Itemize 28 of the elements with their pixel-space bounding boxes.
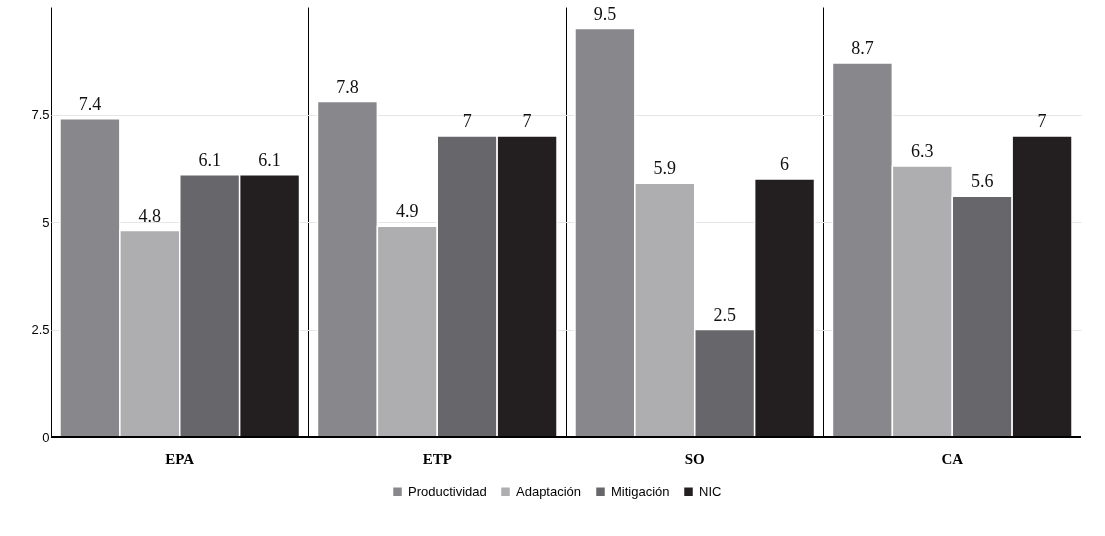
data-label: 7 bbox=[522, 111, 532, 131]
data-label: 9.5 bbox=[593, 3, 617, 24]
data-label: 6.3 bbox=[911, 141, 934, 162]
data-label: 4.9 bbox=[396, 201, 419, 222]
legend-label: Productividad bbox=[408, 483, 487, 499]
y-tick-label: 5 bbox=[42, 214, 50, 230]
data-label: 6 bbox=[780, 154, 790, 174]
data-label: 4.8 bbox=[138, 205, 162, 226]
data-label: 5.6 bbox=[970, 171, 994, 192]
x-tick-label: ETP bbox=[422, 450, 452, 467]
y-tick-label: 2.5 bbox=[31, 322, 50, 337]
x-tick-label: CA bbox=[941, 450, 964, 467]
data-label: 5.9 bbox=[653, 158, 677, 179]
data-label: 8.7 bbox=[851, 37, 874, 58]
data-label: 7.4 bbox=[78, 93, 102, 114]
data-label: 6.1 bbox=[258, 149, 281, 170]
legend-label: Adaptación bbox=[516, 483, 582, 499]
x-tick-label: SO bbox=[684, 450, 705, 467]
data-label: 7 bbox=[462, 111, 472, 131]
legend-label: Mitigación bbox=[611, 483, 670, 499]
y-tick-label: 7.5 bbox=[31, 107, 50, 122]
legend-label: NIC bbox=[699, 483, 722, 499]
y-tick-label: 0 bbox=[42, 429, 50, 445]
data-label: 7.8 bbox=[336, 76, 359, 97]
data-label: 7 bbox=[1037, 111, 1047, 131]
data-label: 6.1 bbox=[198, 149, 221, 170]
data-label: 2.5 bbox=[713, 304, 736, 325]
x-tick-label: EPA bbox=[165, 450, 195, 467]
